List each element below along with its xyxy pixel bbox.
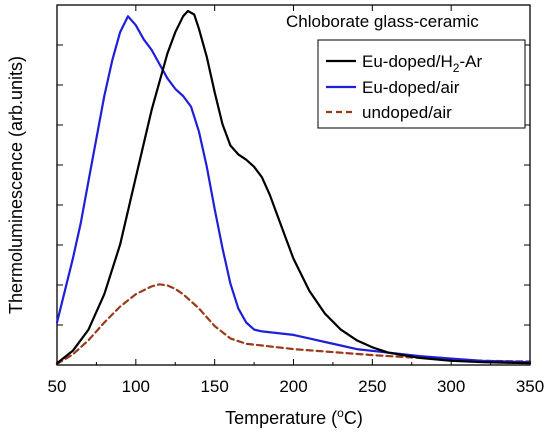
x-tick-label-50: 50: [48, 377, 67, 396]
x-tick-label-100: 100: [122, 377, 150, 396]
chart-annotation: Chloborate glass-ceramic: [286, 12, 479, 31]
x-tick-label-300: 300: [437, 377, 465, 396]
x-axis-title-unit: C): [344, 408, 363, 428]
legend-label-eu-air: Eu-doped/air: [362, 78, 460, 97]
x-tick-label-250: 250: [358, 377, 386, 396]
legend-eu-air-slash: /: [436, 78, 441, 97]
legend-eu-air-main: Eu-doped: [362, 78, 436, 97]
y-axis-ticks: [57, 44, 530, 326]
x-axis-title: Temperature (oC): [225, 406, 363, 428]
x-axis-title-main: Temperature (: [225, 408, 337, 428]
x-axis-title-degree: o: [337, 406, 344, 420]
x-axis-ticks: 50 100 150 200 250 300 350: [48, 5, 544, 396]
y-axis-title: Thermoluminescence (arb.units): [6, 56, 26, 314]
legend-eu-h2ar-subscript: 2: [453, 61, 460, 75]
legend-eu-air-tail: air: [440, 78, 459, 97]
series-line-eu-doped-air: [55, 15, 532, 364]
legend-eu-h2ar-slash: /: [436, 52, 441, 71]
legend-undoped-air-tail: air: [433, 103, 452, 122]
legend-undoped-air-main: undoped: [362, 103, 428, 122]
legend-label-undoped-air: undoped/air: [362, 103, 452, 122]
legend-eu-h2ar-tail: -Ar: [459, 52, 482, 71]
x-tick-label-150: 150: [200, 377, 228, 396]
legend-undoped-air-slash: /: [428, 103, 433, 122]
x-tick-label-350: 350: [516, 377, 544, 396]
legend-eu-h2ar-main: Eu-doped: [362, 52, 436, 71]
legend: Eu-doped/H2-Ar Eu-doped/air undoped/air: [317, 39, 526, 129]
series-line-eu-doped-h2-ar: [55, 9, 532, 365]
plot-lines: [55, 9, 532, 365]
legend-label-eu-h2ar: Eu-doped/H2-Ar: [362, 52, 482, 75]
legend-box: [317, 39, 526, 129]
x-tick-label-200: 200: [279, 377, 307, 396]
legend-eu-h2ar-h: H: [440, 52, 452, 71]
series-line-undoped-air: [55, 283, 532, 365]
